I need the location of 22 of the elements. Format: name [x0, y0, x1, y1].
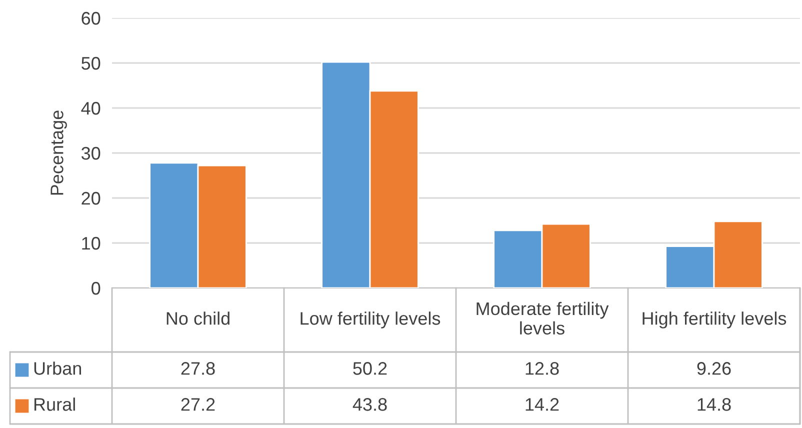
y-tick-label: 10	[82, 236, 100, 250]
x-tick-label: High fertility levels	[642, 312, 786, 328]
x-tick-label: Low fertility levels	[300, 312, 440, 328]
data-label: 43.8	[352, 398, 387, 411]
y-tick-label: 40	[81, 102, 100, 115]
data-label: 9.26	[697, 362, 731, 375]
x-tick-label: Moderate fertility levels	[476, 302, 609, 335]
y-axis-title: Pecentage	[50, 110, 67, 195]
data-label: 12.8	[526, 362, 559, 375]
y-tick-label: 0	[92, 282, 100, 295]
x-tick-label: No child	[166, 312, 230, 325]
y-tick-label: 50	[82, 56, 100, 70]
y-tick-label: 60	[82, 12, 100, 25]
data-label: 27.8	[181, 362, 215, 375]
data-label: 27.2	[181, 398, 215, 411]
legend-label: Rural	[34, 398, 75, 411]
legend-label: Urban	[34, 362, 82, 375]
data-label: 14.2	[526, 398, 559, 411]
data-label: 50.2	[353, 362, 387, 375]
y-tick-label: 30	[81, 146, 100, 160]
y-tick-label: 20	[82, 192, 100, 205]
data-label: 14.8	[698, 398, 731, 411]
